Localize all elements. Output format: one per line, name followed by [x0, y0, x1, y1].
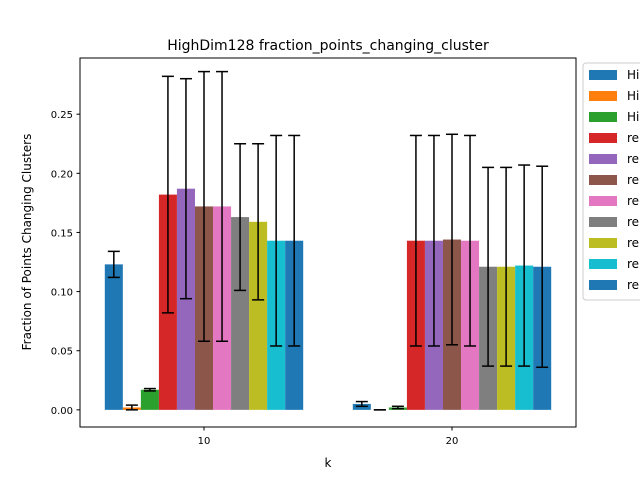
y-axis-label: Fraction of Points Changing Clusters: [20, 134, 34, 351]
legend-label: re: [627, 131, 639, 145]
x-tick-label: 20: [446, 436, 459, 447]
legend-swatch: [589, 154, 617, 164]
legend-swatch: [589, 196, 617, 206]
y-tick-label: 0.05: [51, 347, 73, 358]
legend: Hi Hi Hi re re re re re re re re: [582, 62, 640, 301]
bar-series-9-k10: [249, 221, 268, 410]
plot-frame: [79, 57, 577, 428]
legend-swatch: [589, 280, 617, 290]
legend-swatch: [589, 217, 617, 227]
x-ticks: 10 20: [198, 427, 459, 447]
legend-label: re: [627, 236, 639, 250]
y-tick-label: 0.00: [51, 406, 73, 417]
legend-swatch: [589, 175, 617, 185]
bar-series-8-k10: [231, 217, 250, 410]
y-tick-label: 0.10: [51, 288, 73, 299]
legend-label: re: [627, 194, 639, 208]
legend-swatch: [589, 91, 617, 101]
legend-label: Hi: [627, 110, 639, 124]
y-ticks: 0.00 0.05 0.10 0.15 0.20 0.25: [51, 110, 80, 417]
bar-series-3-k10: [140, 389, 159, 410]
legend-label: re: [627, 173, 639, 187]
legend-label: Hi: [627, 68, 639, 82]
legend-swatch: [589, 238, 617, 248]
bars-layer: [104, 188, 552, 410]
legend-label: Hi: [627, 89, 639, 103]
legend-label: re: [627, 152, 639, 166]
y-tick-label: 0.15: [51, 228, 73, 239]
legend-label: re: [627, 257, 639, 271]
legend-swatch: [589, 112, 617, 122]
x-tick-label: 10: [198, 436, 211, 447]
chart-title: HighDim128 fraction_points_changing_clus…: [167, 38, 489, 54]
y-tick-label: 0.20: [51, 169, 73, 180]
y-tick-label: 0.25: [51, 110, 73, 121]
legend-label: re: [627, 215, 639, 229]
error-bars-layer: [107, 70, 549, 411]
x-axis-label: k: [325, 456, 332, 470]
legend-swatch: [589, 259, 617, 269]
legend-swatch: [589, 133, 617, 143]
legend-label: re: [627, 278, 639, 292]
legend-swatch: [589, 70, 617, 80]
bar-series-1-k10: [104, 264, 123, 410]
